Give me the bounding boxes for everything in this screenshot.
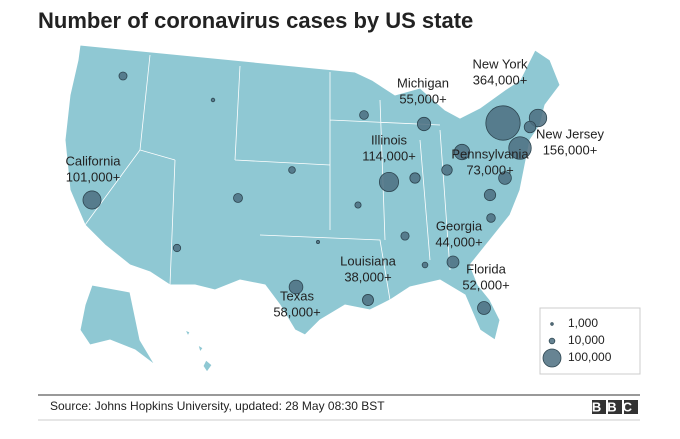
bubble	[421, 261, 429, 269]
state-value: 156,000+	[543, 142, 598, 157]
bubble	[416, 116, 432, 132]
state-name: New York	[473, 56, 528, 71]
source: Source: Johns Hopkins University, update…	[50, 399, 385, 413]
state-value: 101,000+	[66, 169, 121, 184]
alaska	[79, 284, 156, 366]
bubble	[485, 105, 521, 141]
bubble	[354, 201, 362, 209]
bubble	[486, 213, 496, 223]
state-value: 58,000+	[273, 304, 320, 319]
bubble	[118, 71, 128, 81]
state-value: 114,000+	[362, 148, 416, 163]
state-name: Illinois	[371, 132, 408, 147]
bubble	[483, 188, 497, 202]
bubble	[446, 255, 460, 269]
bubble	[316, 240, 320, 244]
bubble	[498, 171, 512, 185]
legend-label: 10,000	[568, 333, 605, 347]
legend-label: 1,000	[568, 316, 598, 330]
bubble	[409, 172, 421, 184]
state-value: 38,000+	[344, 269, 391, 284]
us-map	[64, 44, 561, 341]
legend-label: 100,000	[568, 350, 612, 364]
bbc-logo: BBC	[592, 399, 638, 414]
bubble	[550, 322, 554, 326]
state-name: Texas	[280, 288, 314, 303]
hawaii	[183, 329, 213, 373]
bubble	[288, 279, 304, 295]
state-name: Florida	[466, 261, 507, 276]
bubble	[441, 164, 453, 176]
bubble	[359, 110, 369, 120]
bubble	[362, 294, 374, 306]
state-value: 44,000+	[435, 234, 482, 249]
bubble	[477, 301, 491, 315]
state-borders	[84, 54, 451, 301]
state-value: 52,000+	[462, 277, 509, 292]
bubble	[378, 171, 400, 193]
bubble	[288, 166, 296, 174]
state-name: Pennsylvania	[451, 146, 529, 161]
state-name: Michigan	[397, 75, 449, 90]
bubble	[82, 190, 102, 210]
bubble	[508, 136, 532, 160]
bubble	[548, 337, 556, 345]
title: Number of coronavirus cases by US state	[38, 8, 473, 33]
state-name: California	[66, 153, 122, 168]
bubble	[233, 193, 243, 203]
bubble	[542, 348, 562, 368]
bubble	[453, 143, 471, 161]
bubble	[400, 231, 410, 241]
bubble	[523, 120, 537, 134]
state-name: Louisiana	[340, 253, 396, 268]
state-value: 364,000+	[473, 72, 528, 87]
bubble	[172, 243, 182, 253]
state-name: New Jersey	[536, 126, 604, 141]
bubble	[210, 97, 216, 103]
state-value: 55,000+	[399, 91, 446, 106]
logo: BBC	[592, 399, 638, 414]
state-name: Georgia	[436, 218, 483, 233]
state-value: 73,000+	[466, 162, 513, 177]
